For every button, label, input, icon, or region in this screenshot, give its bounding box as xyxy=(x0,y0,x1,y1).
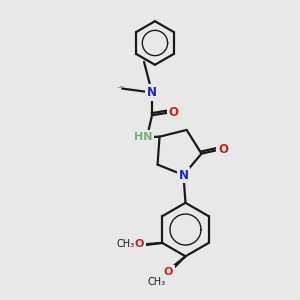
Text: methyl: methyl xyxy=(120,85,125,87)
Text: N: N xyxy=(178,169,188,182)
Text: O: O xyxy=(218,143,228,156)
Text: CH₃: CH₃ xyxy=(117,239,135,249)
Text: methyl: methyl xyxy=(118,86,123,88)
Text: HN: HN xyxy=(134,132,152,142)
Text: O: O xyxy=(135,239,144,249)
Text: N: N xyxy=(147,86,157,99)
Text: CH₃: CH₃ xyxy=(148,277,166,287)
Text: O: O xyxy=(164,267,173,277)
Text: O: O xyxy=(169,106,179,119)
